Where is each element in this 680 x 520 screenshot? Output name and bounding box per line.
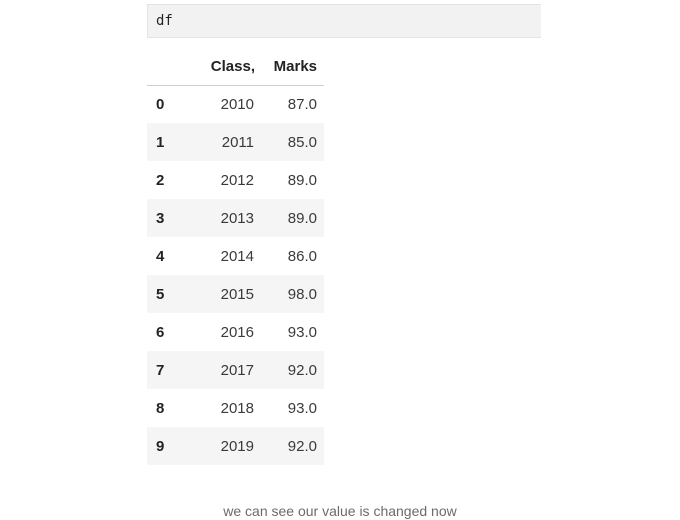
class-cell: 2012	[220, 171, 254, 189]
row-index: 2	[156, 171, 165, 189]
row-index: 4	[156, 247, 165, 265]
class-cell: 2015	[220, 285, 254, 303]
table-row: 5 2015 98.0	[147, 275, 324, 313]
class-cell: 2014	[220, 247, 254, 265]
row-index: 9	[156, 437, 165, 455]
marks-cell: 86.0	[287, 247, 317, 265]
marks-cell: 89.0	[287, 209, 317, 227]
column-header-class: Class,	[177, 48, 255, 86]
row-index: 6	[156, 323, 165, 341]
table-row: 7 2017 92.0	[147, 351, 324, 389]
row-index: 0	[156, 95, 165, 113]
marks-cell: 93.0	[287, 399, 317, 417]
marks-cell: 93.0	[287, 323, 317, 341]
column-header-marks: Marks	[255, 48, 324, 86]
table-row: 6 2016 93.0	[147, 313, 324, 351]
row-index: 7	[156, 361, 165, 379]
marks-cell: 98.0	[287, 285, 317, 303]
table-row: 4 2014 86.0	[147, 237, 324, 275]
class-cell: 2018	[220, 399, 254, 417]
code-cell[interactable]: df	[147, 4, 541, 38]
table-header-row: Class, Marks	[147, 48, 324, 86]
class-cell: 2013	[220, 209, 254, 227]
class-cell: 2010	[220, 95, 254, 113]
table-row: 1 2011 85.0	[147, 123, 324, 161]
dataframe-table: Class, Marks 0 2010 87.0 1 2011 85.0 2 2…	[147, 48, 324, 465]
row-index: 1	[156, 133, 165, 151]
index-header	[147, 48, 177, 86]
marks-cell: 85.0	[287, 133, 317, 151]
class-cell: 2017	[220, 361, 254, 379]
class-cell: 2019	[220, 437, 254, 455]
table-row: 0 2010 87.0	[147, 85, 324, 123]
caption-text: we can see our value is changed now	[223, 503, 457, 519]
class-cell: 2011	[221, 133, 254, 151]
table-body: 0 2010 87.0 1 2011 85.0 2 2012 89.0 3 20…	[147, 85, 324, 465]
table-row: 2 2012 89.0	[147, 161, 324, 199]
row-index: 3	[156, 209, 165, 227]
table-row: 8 2018 93.0	[147, 389, 324, 427]
marks-cell: 87.0	[287, 95, 317, 113]
code-text: df	[156, 13, 173, 29]
table-row: 9 2019 92.0	[147, 427, 324, 465]
row-index: 5	[156, 285, 165, 303]
row-index: 8	[156, 399, 165, 417]
marks-cell: 92.0	[287, 361, 317, 379]
class-cell: 2016	[220, 323, 254, 341]
table-row: 3 2013 89.0	[147, 199, 324, 237]
marks-cell: 92.0	[287, 437, 317, 455]
marks-cell: 89.0	[287, 171, 317, 189]
